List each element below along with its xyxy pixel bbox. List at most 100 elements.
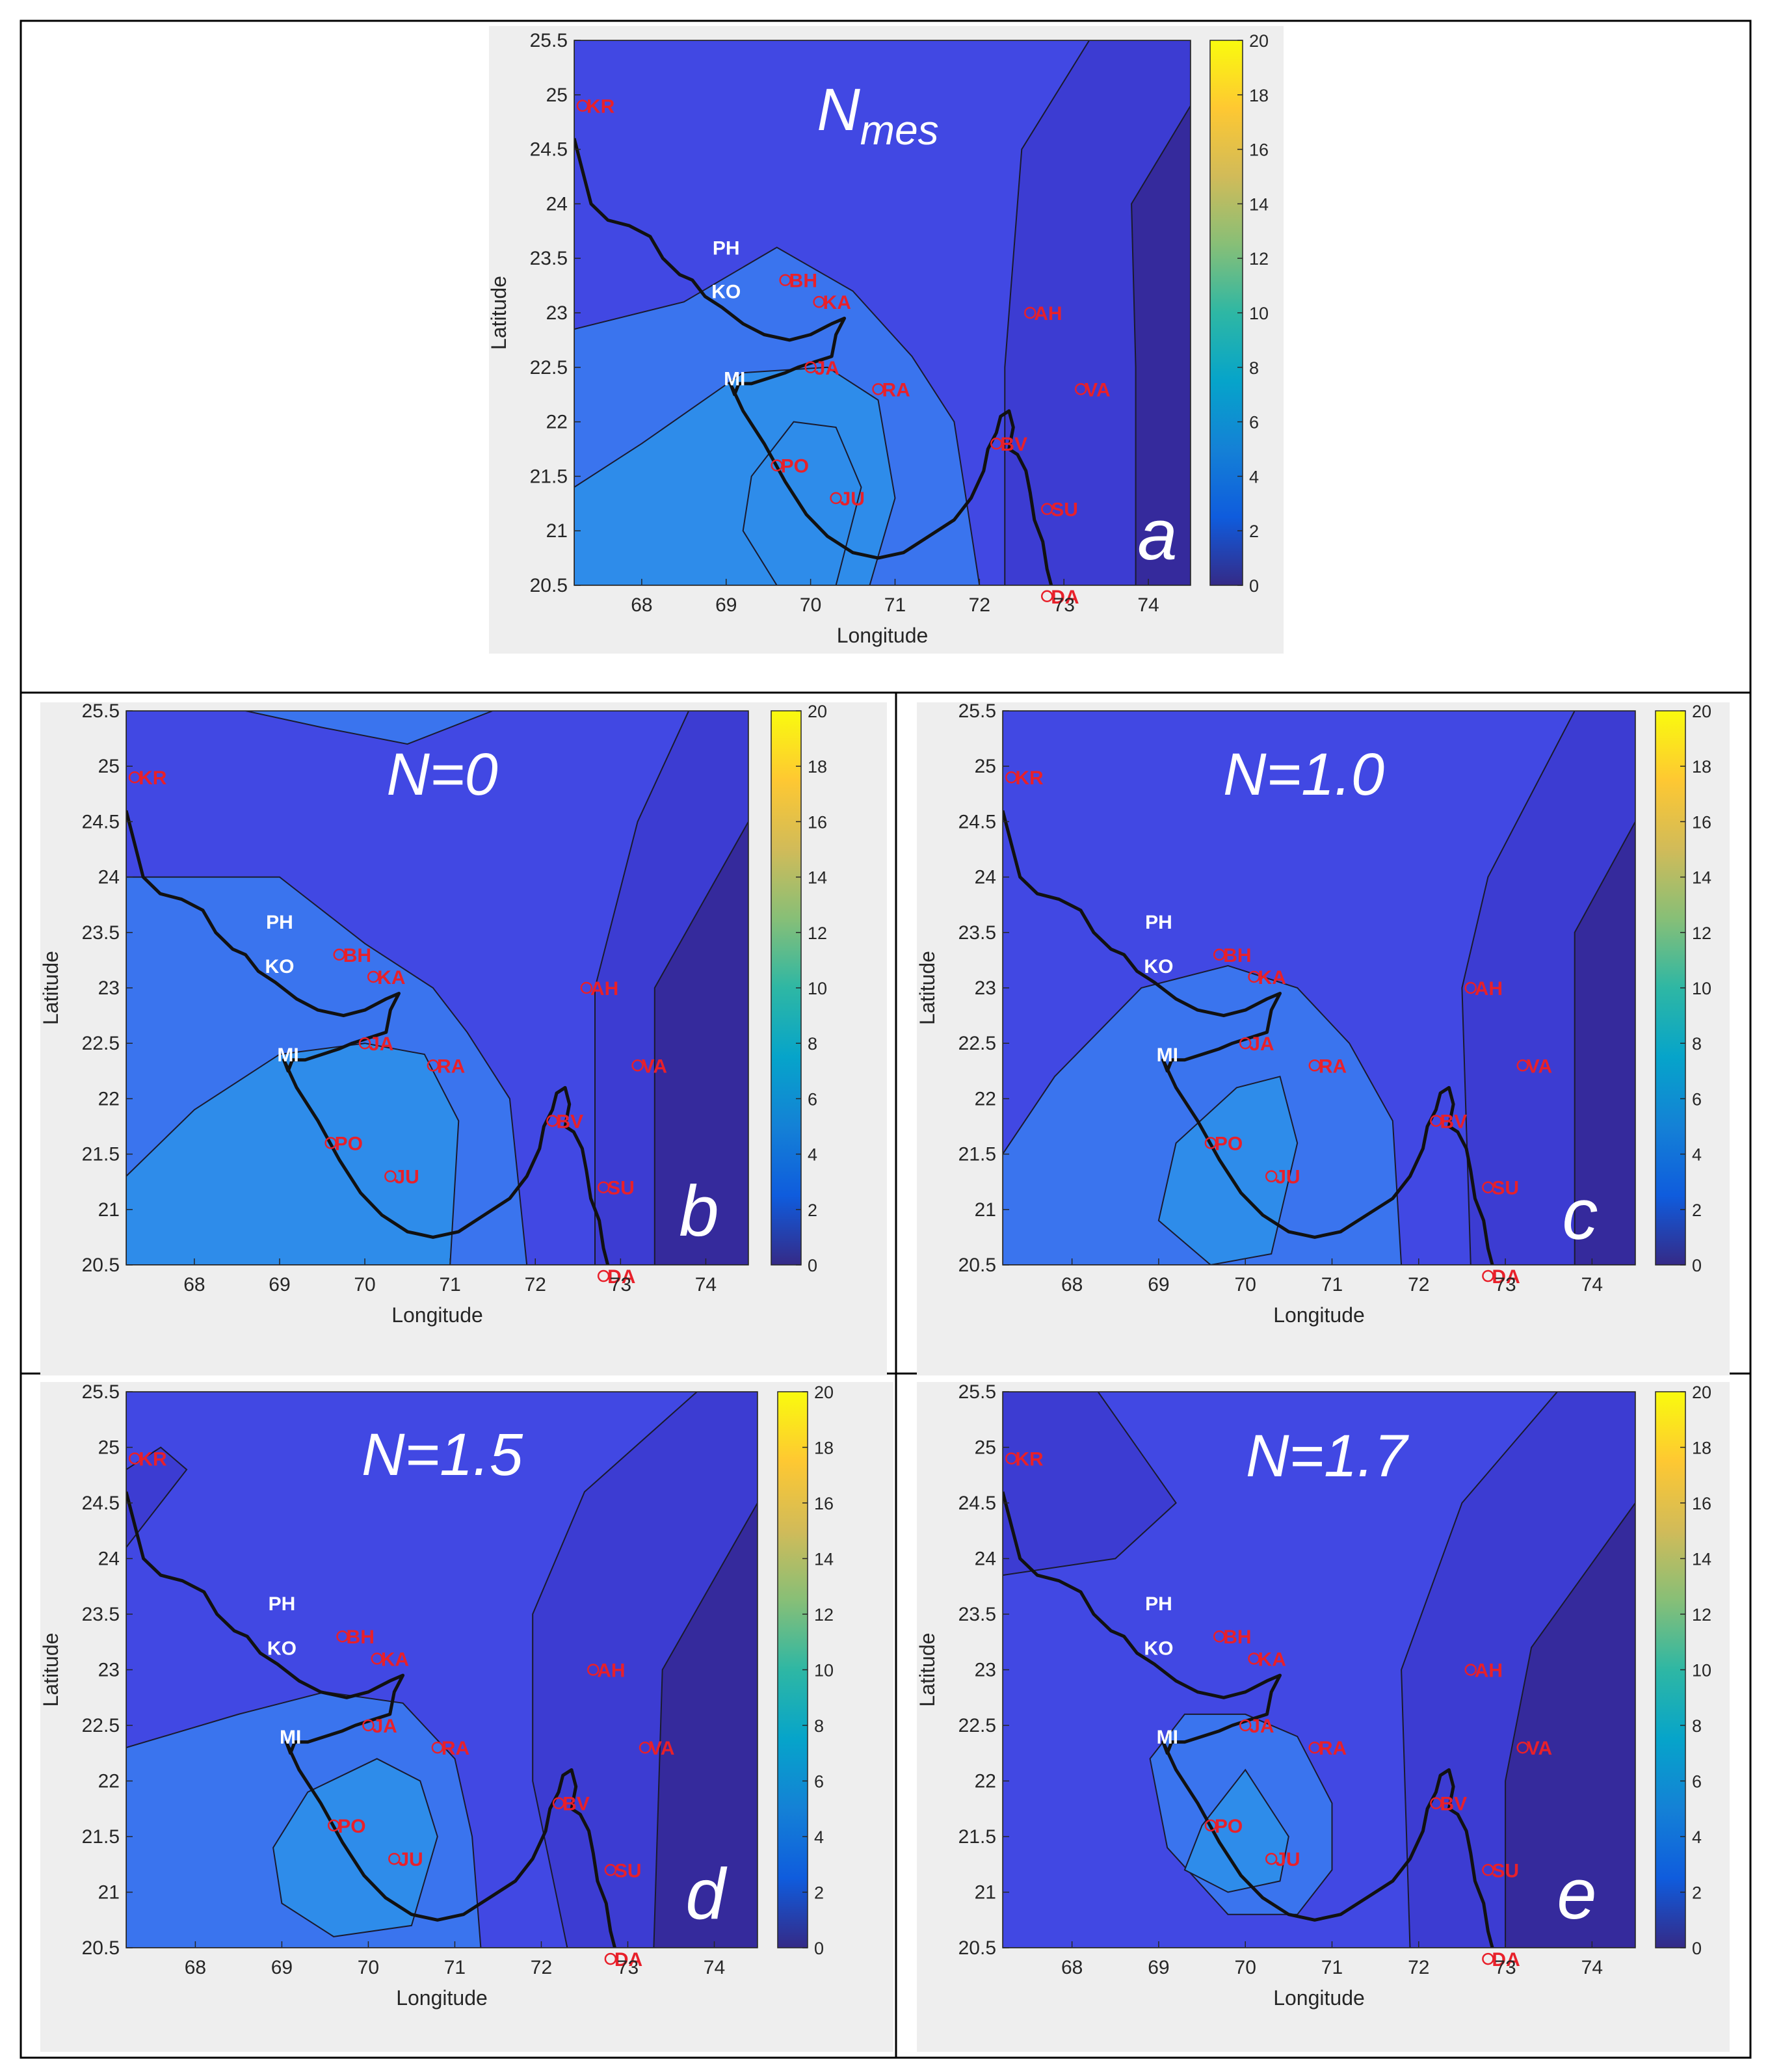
x-tick-label: 74 <box>1581 1957 1603 1978</box>
city-label-ph: PH <box>1145 912 1172 933</box>
city-label-bv: BV <box>1000 434 1027 455</box>
city-marker <box>546 1115 559 1127</box>
x-tick-label: 74 <box>1137 594 1159 616</box>
y-tick-label: 21.5 <box>82 1144 120 1165</box>
city-label-mi: MI <box>1157 1044 1178 1066</box>
colorbar-tick-label: 8 <box>808 1034 817 1054</box>
colorbar-tick-label: 18 <box>1249 86 1269 105</box>
colorbar-tick-label: 10 <box>1249 304 1269 323</box>
colorbar-tick-label: 10 <box>1692 1661 1711 1680</box>
city-label-va: VA <box>1527 1738 1552 1759</box>
x-tick-label: 71 <box>1321 1274 1343 1295</box>
y-tick-label: 22 <box>975 1088 996 1109</box>
x-tick-label: 72 <box>525 1274 546 1295</box>
colorbar-tick-label: 2 <box>1692 1883 1702 1903</box>
colorbar-tick-label: 6 <box>808 1089 817 1109</box>
colorbar-tick-label: 18 <box>1692 1439 1711 1458</box>
x-axis-label: Longitude <box>396 1986 488 2010</box>
y-tick-label: 24.5 <box>958 1493 996 1514</box>
colorbar-tick-label: 2 <box>814 1883 824 1903</box>
panel-letter: a <box>1137 495 1177 575</box>
city-marker <box>813 295 825 308</box>
colorbar-tick-label: 0 <box>808 1256 817 1275</box>
city-marker <box>1248 1653 1260 1665</box>
city-marker <box>1040 503 1053 515</box>
colorbar-tick-label: 12 <box>1249 249 1269 269</box>
city-label-bv: BV <box>1440 1794 1467 1815</box>
y-tick-label: 25.5 <box>958 1381 996 1403</box>
x-tick-label: 69 <box>1148 1957 1169 1978</box>
city-label-ka: KA <box>1258 1649 1286 1670</box>
colorbar-tick-label: 2 <box>1692 1201 1702 1220</box>
colorbar-tick-label: 8 <box>1692 1034 1702 1054</box>
city-marker <box>779 274 791 286</box>
x-tick-label: 73 <box>610 1274 631 1295</box>
x-tick-label: 70 <box>800 594 821 616</box>
y-tick-label: 20.5 <box>958 1255 996 1276</box>
city-label-ko: KO <box>1144 956 1173 977</box>
colorbar-tick-label: 0 <box>1692 1939 1702 1958</box>
x-tick-label: 69 <box>1148 1274 1169 1295</box>
city-label-ko: KO <box>265 956 294 977</box>
city-marker <box>1482 1952 1494 1965</box>
city-marker <box>804 361 817 374</box>
coastline <box>126 810 610 1265</box>
x-tick-label: 71 <box>1321 1957 1343 1978</box>
city-label-kr: KR <box>139 767 167 789</box>
city-marker <box>639 1741 652 1754</box>
colorbar-tick-label: 10 <box>814 1661 834 1680</box>
city-label-po: PO <box>1215 1134 1243 1155</box>
y-tick-label: 22.5 <box>82 1033 120 1054</box>
panel-letter: d <box>685 1854 728 1934</box>
x-tick-label: 73 <box>617 1957 639 1978</box>
y-tick-label: 24 <box>98 867 120 888</box>
city-marker <box>1248 970 1260 983</box>
panel-title-main: N=1.7 <box>1246 1423 1409 1489</box>
colorbar-tick-label: 20 <box>1692 702 1711 721</box>
x-tick-label: 74 <box>704 1957 725 1978</box>
x-tick-label: 73 <box>1494 1274 1516 1295</box>
city-label-ju: JU <box>394 1167 419 1188</box>
y-tick-label: 25 <box>98 1437 120 1459</box>
city-marker <box>1239 1719 1252 1732</box>
colorbar-tick-label: 20 <box>1249 31 1269 51</box>
y-tick-label: 24 <box>546 193 568 215</box>
x-tick-label: 73 <box>1053 594 1075 616</box>
city-marker <box>362 1719 375 1732</box>
colorbar-tick-label: 2 <box>1249 522 1259 541</box>
x-tick-label: 71 <box>444 1957 466 1978</box>
city-marker <box>1464 1664 1477 1676</box>
city-label-mi: MI <box>1157 1727 1178 1748</box>
city-label-ka: KA <box>1258 967 1286 989</box>
x-tick-label: 71 <box>884 594 906 616</box>
city-marker <box>1213 948 1226 961</box>
city-label-su: SU <box>1492 1178 1519 1199</box>
colorbar-tick-label: 14 <box>1692 1550 1711 1569</box>
city-marker <box>1430 1115 1442 1127</box>
city-marker <box>1213 1630 1226 1643</box>
colorbar-tick-label: 20 <box>1692 1383 1711 1402</box>
city-label-da: DA <box>1051 587 1079 608</box>
y-tick-label: 23 <box>98 977 120 999</box>
city-marker <box>129 1452 141 1465</box>
y-tick-label: 23.5 <box>958 922 996 944</box>
y-tick-label: 25.5 <box>82 1381 120 1403</box>
city-marker <box>1074 383 1087 395</box>
y-axis-label: Latitude <box>916 951 939 1025</box>
x-axis-label: Longitude <box>837 624 929 647</box>
x-axis-label: Longitude <box>1273 1303 1365 1327</box>
y-tick-label: 23 <box>98 1660 120 1681</box>
city-marker <box>1516 1741 1529 1754</box>
panel-title-subscript: mes <box>860 107 939 153</box>
city-label-va: VA <box>642 1056 667 1077</box>
y-tick-label: 25 <box>546 85 568 106</box>
city-label-da: DA <box>1492 1266 1520 1288</box>
city-label-ko: KO <box>711 281 741 302</box>
city-label-po: PO <box>1215 1816 1243 1837</box>
y-tick-label: 22 <box>546 412 568 433</box>
panel-title-main: N=0 <box>386 741 497 808</box>
colorbar-tick-label: 16 <box>814 1494 834 1513</box>
